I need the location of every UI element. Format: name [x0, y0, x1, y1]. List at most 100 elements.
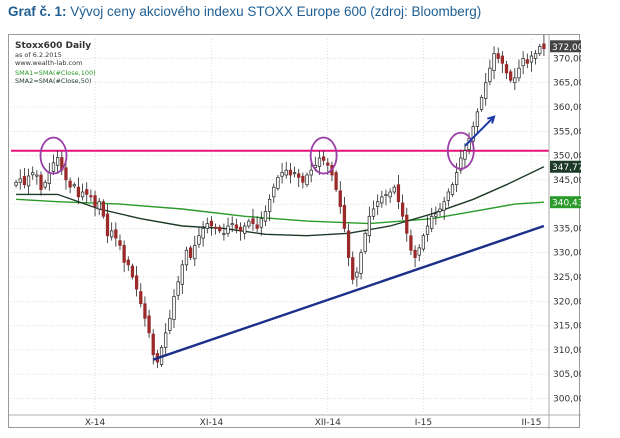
candle-body	[521, 58, 525, 67]
candle-body	[134, 275, 139, 290]
candle-body	[247, 220, 251, 227]
candle-body	[322, 156, 326, 161]
candle-body	[213, 226, 218, 229]
candle-body	[326, 162, 330, 166]
candle-body	[193, 245, 197, 260]
candle-body	[189, 247, 193, 258]
y-tick-label: 305,00	[553, 370, 581, 380]
candle-body	[47, 172, 51, 184]
candle-body	[218, 226, 222, 232]
candle-body	[504, 64, 509, 74]
breakout-arrow-head	[487, 115, 496, 124]
candle-body	[164, 332, 168, 348]
candle-body	[180, 264, 184, 285]
candle-body	[68, 180, 72, 188]
x-tick-label: XI-14	[200, 418, 224, 428]
chart-title: Stoxx600 Daily	[15, 41, 91, 51]
candle-body	[430, 215, 434, 229]
candle-body	[434, 213, 438, 217]
candle-body	[363, 232, 367, 252]
candle-body	[355, 271, 359, 278]
candle-body	[205, 223, 209, 229]
highlight-circle	[446, 131, 475, 170]
candle-body	[64, 167, 68, 181]
last-price-label-bg	[550, 40, 581, 53]
candle-body	[367, 215, 371, 237]
candle-body	[284, 169, 288, 176]
candle-body	[31, 172, 35, 176]
candle-body	[342, 205, 347, 229]
x-tick-label: I-15	[415, 418, 432, 428]
candle-body	[101, 201, 105, 217]
candle-body	[351, 257, 355, 280]
highlight-circle	[39, 136, 68, 175]
candle-body	[396, 184, 401, 203]
y-tick-label: 365,00	[553, 79, 581, 89]
figure-caption: Graf č. 1: Vývoj ceny akciového indexu S…	[8, 4, 481, 19]
candle-body	[80, 191, 85, 198]
candle-body	[459, 157, 463, 171]
candle-body	[297, 173, 301, 178]
candle-body	[234, 224, 238, 229]
support-trendline	[152, 224, 545, 361]
caption-text: Vývoj ceny akciového indexu STOXX Europe…	[70, 4, 482, 19]
candle-body	[143, 303, 147, 319]
y-tick-label: 325,00	[553, 273, 581, 283]
candle-body	[479, 96, 484, 110]
x-tick-label: X-14	[85, 418, 106, 428]
candle-body	[130, 265, 135, 278]
candle-body	[43, 181, 47, 188]
candle-body	[76, 186, 81, 198]
candle-body	[492, 53, 496, 71]
candle-body	[346, 230, 351, 258]
candle-body	[243, 225, 247, 234]
candles	[14, 35, 546, 369]
annotations-back	[11, 149, 549, 237]
chart-frame: Stoxx600 Daily as of 6.2.2015 www.wealth…	[8, 34, 581, 429]
y-tick-label: 310,00	[553, 346, 581, 356]
legend-sma2: SMA2=SMA(#Close,50)	[15, 77, 92, 85]
candle-body	[533, 53, 538, 59]
candle-body	[421, 235, 426, 250]
y-tick-label: 360,00	[553, 103, 581, 113]
candle-body	[305, 174, 309, 186]
candle-body	[172, 296, 176, 320]
candle-body	[475, 111, 480, 127]
y-tick-label: 315,00	[553, 322, 581, 332]
candle-body	[147, 315, 151, 334]
candle-body	[22, 176, 27, 186]
candle-body	[496, 53, 500, 59]
candle-body	[201, 228, 205, 239]
candle-body	[446, 191, 450, 201]
candle-body	[230, 223, 234, 226]
candle-body	[442, 201, 446, 211]
candle-body	[259, 218, 263, 228]
candle-body	[280, 172, 284, 177]
candle-body	[371, 208, 376, 217]
candle-body	[525, 59, 529, 64]
last-price-label: 372,00	[552, 43, 581, 53]
candle-body	[309, 169, 313, 176]
annotations-front	[39, 115, 545, 361]
candle-body	[263, 211, 268, 222]
candle-body	[176, 281, 180, 296]
y-tick-label: 330,00	[553, 249, 581, 259]
candle-body	[276, 177, 280, 189]
candle-body	[56, 157, 60, 166]
caption-prefix: Graf č. 1:	[8, 4, 67, 19]
candle-body	[51, 162, 56, 172]
candle-body	[118, 240, 122, 246]
candle-body	[272, 186, 276, 198]
candle-body	[517, 67, 521, 79]
sma2-value-label-bg	[550, 196, 581, 209]
candle-body	[267, 198, 272, 212]
candle-body	[488, 67, 492, 82]
grid-lines	[11, 58, 549, 399]
candle-body	[450, 184, 455, 195]
candle-body	[301, 175, 305, 183]
candle-body	[89, 195, 93, 198]
candle-body	[288, 169, 293, 176]
chart-asof: as of 6.2.2015	[15, 51, 62, 59]
candle-body	[197, 235, 201, 245]
candle-body	[384, 194, 388, 196]
